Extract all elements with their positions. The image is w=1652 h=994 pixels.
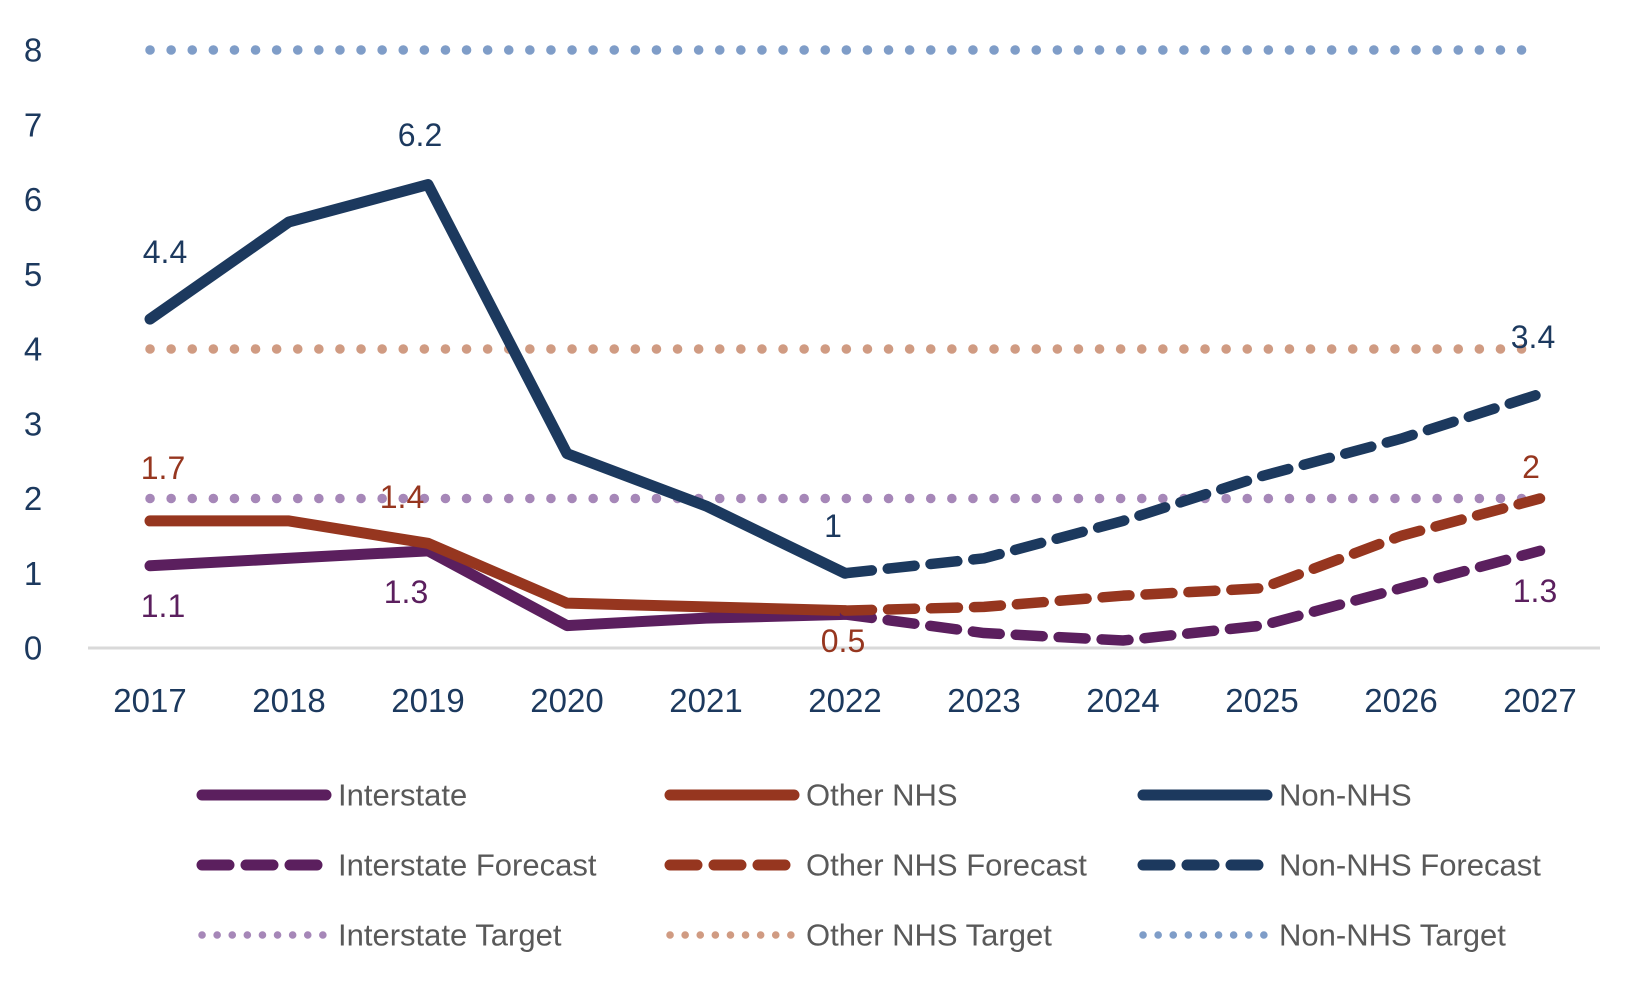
legend-label-non-nhs-target: Non-NHS Target — [1279, 918, 1506, 953]
data-label-interstate-2017: 1.1 — [141, 588, 185, 624]
y-tick-label: 3 — [24, 405, 42, 442]
y-tick-label: 7 — [24, 106, 42, 143]
legend-label-other-nhs-target: Other NHS Target — [806, 918, 1052, 953]
data-label-other-nhs-2019: 1.4 — [380, 479, 424, 515]
data-label-non-nhs-2022: 1 — [824, 508, 842, 544]
y-tick-label: 4 — [24, 331, 42, 368]
legend-label-interstate-target: Interstate Target — [338, 918, 562, 953]
legend-label-interstate-forecast: Interstate Forecast — [338, 848, 597, 883]
x-tick-label: 2021 — [669, 682, 742, 719]
x-tick-label: 2019 — [391, 682, 464, 719]
data-label-non-nhs-2019: 6.2 — [398, 117, 442, 153]
x-tick-label: 2017 — [113, 682, 186, 719]
x-tick-label: 2018 — [252, 682, 325, 719]
x-tick-label: 2027 — [1503, 682, 1576, 719]
x-tick-label: 2025 — [1225, 682, 1298, 719]
legend-label-non-nhs-forecast: Non-NHS Forecast — [1279, 848, 1541, 883]
x-tick-label: 2022 — [808, 682, 881, 719]
x-tick-label: 2026 — [1364, 682, 1437, 719]
y-tick-label: 0 — [24, 630, 42, 667]
x-tick-label: 2023 — [947, 682, 1020, 719]
series-line-interstate-forecast — [839, 545, 1546, 646]
y-tick-label: 6 — [24, 181, 42, 218]
legend-label-interstate: Interstate — [338, 778, 467, 813]
series-line-interstate — [144, 545, 851, 632]
legend-label-non-nhs: Non-NHS — [1279, 778, 1412, 813]
y-tick-label: 8 — [24, 32, 42, 69]
y-tick-label: 1 — [24, 555, 42, 592]
data-label-non-nhs-forecast-2027: 3.4 — [1511, 319, 1555, 355]
data-label-other-nhs-2022: 0.5 — [821, 623, 865, 659]
series-line-non-nhs — [144, 179, 851, 579]
series-line-non-nhs-forecast — [839, 388, 1546, 579]
x-tick-label: 2024 — [1086, 682, 1159, 719]
legend-label-other-nhs-forecast: Other NHS Forecast — [806, 848, 1087, 883]
legend-label-other-nhs: Other NHS — [806, 778, 958, 813]
data-label-non-nhs-2017: 4.4 — [143, 234, 187, 270]
data-label-other-nhs-forecast-2027: 2 — [1522, 449, 1540, 485]
data-label-interstate-forecast-2027: 1.3 — [1513, 573, 1557, 609]
series-line-other-nhs-forecast — [839, 493, 1546, 616]
data-label-interstate-2019: 1.3 — [384, 574, 428, 610]
x-tick-label: 2020 — [530, 682, 603, 719]
series-line-other-nhs — [144, 515, 851, 617]
y-tick-label: 5 — [24, 256, 42, 293]
data-label-other-nhs-2017: 1.7 — [141, 450, 185, 486]
y-tick-label: 2 — [24, 480, 42, 517]
